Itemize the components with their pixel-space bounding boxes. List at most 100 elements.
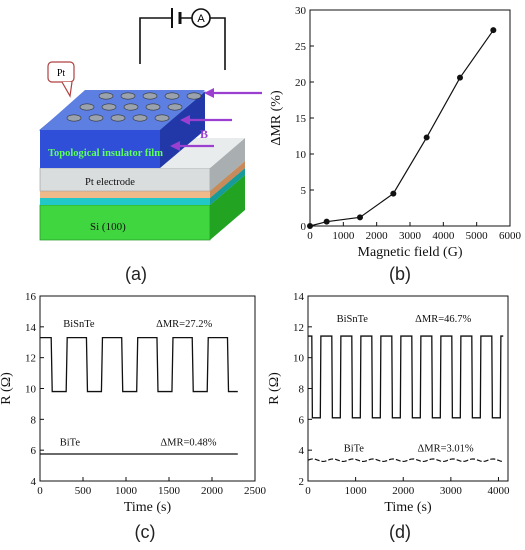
x-axis-label-c: Time (s) (124, 500, 172, 515)
annotation-d: BiSnTe (337, 314, 369, 325)
substrate-label: Si (100) (90, 221, 126, 233)
y-tick-label-d: 4 (299, 445, 305, 457)
x-tick-label-b: 3000 (399, 230, 422, 242)
pt-callout-pointer (61, 81, 73, 98)
y-tick-label-b: 30 (295, 5, 307, 17)
panel-d-chart: (d) 0 1000 2000 3000 4000 2 4 6 8 10 12 14 Time (s) R… (267, 291, 510, 542)
b-field-label: B (200, 127, 208, 141)
pt-pad (88, 114, 104, 122)
y-tick-label-c: 6 (31, 445, 37, 457)
pt-pad (110, 114, 126, 122)
film-front (40, 130, 160, 168)
y-axis-label-b: ΔMR (%) (269, 90, 284, 146)
annotation-c: BiTe (60, 438, 81, 449)
y-tick-label-b: 15 (295, 113, 307, 125)
y-tick-label-d: 14 (293, 291, 305, 303)
y-tick-label-d: 6 (299, 414, 305, 426)
x-tick-label-c: 500 (75, 485, 92, 497)
x-tick-label-b: 5000 (466, 230, 489, 242)
b-arrowhead-3 (170, 141, 180, 151)
pt-pad (132, 114, 148, 122)
layer-orange-side (210, 161, 245, 198)
y-axis-label-c: R (Ω) (0, 372, 14, 405)
annotation-d: ΔMR=46.7% (415, 314, 471, 325)
panel-a-schematic: A Pt B (38, 8, 262, 284)
x-tick-label-d: 4000 (487, 485, 510, 497)
x-tick-label-b: 1000 (332, 230, 355, 242)
x-tick-label-d: 3000 (440, 485, 463, 497)
y-tick-label-b: 20 (295, 77, 307, 89)
x-tick-label-d: 1000 (345, 485, 368, 497)
pt-pad (66, 114, 82, 122)
y-tick-label-d: 10 (293, 353, 305, 365)
annotation-d: BiTe (344, 444, 365, 455)
series-line-mr (309, 29, 494, 227)
film-void (85, 64, 205, 92)
y-tick-label-c: 16 (25, 291, 37, 303)
circuit-wire (139, 17, 226, 70)
pt-pad (164, 92, 180, 100)
y-tick-label-c: 14 (25, 322, 37, 334)
series-line-bisnte (308, 335, 504, 419)
film-label: Topological insulator film (48, 148, 163, 159)
panel-c-label: (c) (135, 522, 156, 542)
y-tick-label-c: 12 (25, 353, 36, 365)
y-tick-label-b: 25 (295, 41, 307, 53)
x-tick-label-c: 2500 (244, 485, 267, 497)
panel-a-label: (a) (125, 264, 147, 284)
x-axis-label-b: Magnetic field (G) (358, 245, 463, 260)
y-tick-label-c: 10 (25, 384, 37, 396)
x-tick-label-b: 2000 (366, 230, 389, 242)
plot-frame-b (309, 9, 511, 227)
pt-pad (142, 92, 158, 100)
data-point-mr (307, 223, 313, 229)
y-axis-label-d: R (Ω) (267, 372, 282, 405)
y-tick-label-d: 2 (299, 476, 305, 488)
layer-orange (40, 191, 210, 198)
electrode-side (210, 138, 245, 191)
electrode-label: Pt electrode (85, 177, 135, 188)
data-point-mr (423, 134, 430, 141)
panel-d-label: (d) (389, 522, 411, 542)
y-tick-label-c: 4 (31, 476, 37, 488)
pt-pad (123, 103, 139, 111)
series-line-bite (307, 458, 504, 463)
y-tick-label-b: 5 (301, 185, 307, 197)
y-tick-label-d: 8 (299, 384, 305, 396)
y-tick-label-b: 0 (301, 221, 307, 233)
y-tick-label-b: 10 (295, 149, 307, 161)
x-tick-label-d: 2000 (392, 485, 415, 497)
pt-pad (101, 103, 117, 111)
panel-b-chart: (b) 0 1000 2000 3000 4000 5000 6000 0 5 10 15 20 25 3… (269, 5, 522, 284)
pt-callout-box (47, 61, 75, 83)
pt-pad (120, 92, 136, 100)
pt-pad (186, 92, 202, 100)
data-point-mr (390, 190, 397, 197)
x-tick-label-b: 0 (307, 230, 313, 242)
y-tick-label-c: 8 (31, 414, 37, 426)
film-side (160, 92, 205, 168)
x-tick-label-c: 2000 (201, 485, 224, 497)
layer-cyan (40, 198, 210, 205)
pt-callout-label: Pt (57, 68, 66, 79)
pt-pad (98, 92, 114, 100)
layer-cyan-side (210, 168, 245, 205)
panel-b-label: (b) (389, 264, 411, 284)
panel-c-chart: (c) 0 500 1000 1500 2000 2500 4 6 8 10 12 14 16 Time … (0, 291, 267, 542)
x-axis-label-d: Time (s) (384, 500, 432, 515)
annotation-d: ΔMR=3.01% (418, 444, 474, 455)
substrate-side (210, 175, 245, 240)
data-point-mr (490, 27, 497, 34)
series-line-bisnte (40, 336, 238, 393)
b-field-arrows (170, 88, 262, 151)
ammeter-icon (191, 8, 211, 28)
x-tick-label-d: 0 (305, 485, 311, 497)
x-tick-label-b: 4000 (432, 230, 455, 242)
data-point-mr (323, 218, 330, 225)
y-tick-label-d: 12 (293, 322, 304, 334)
x-tick-label-c: 1000 (115, 485, 138, 497)
b-arrowhead-2 (180, 115, 190, 125)
x-tick-label-c: 1500 (158, 485, 181, 497)
x-tick-label-c: 0 (37, 485, 43, 497)
